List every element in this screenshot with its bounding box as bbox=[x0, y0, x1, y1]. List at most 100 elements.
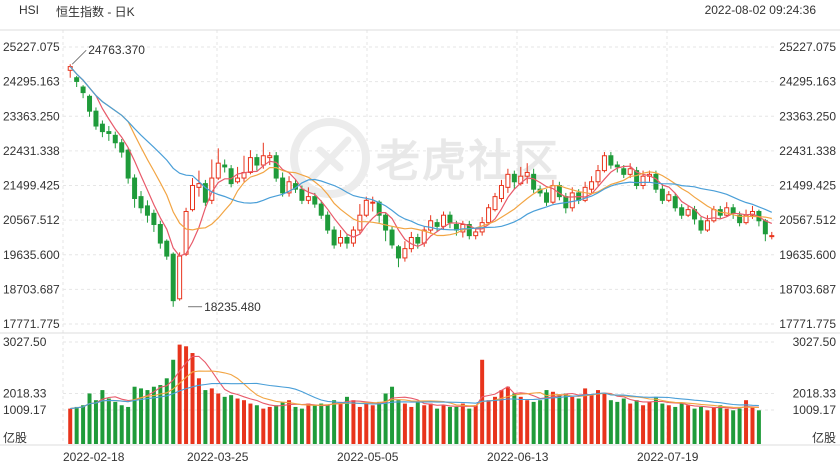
price-axis-label-right: 23363.250 bbox=[779, 109, 836, 123]
volume-axis-label-left: 2018.33 bbox=[3, 387, 47, 401]
volume-bar bbox=[274, 405, 279, 444]
candle-body bbox=[389, 229, 395, 246]
candle-body bbox=[473, 231, 479, 237]
volume-bar bbox=[184, 346, 189, 444]
candle-body bbox=[556, 184, 562, 198]
candle-body bbox=[74, 77, 80, 82]
volume-bar bbox=[190, 353, 195, 444]
candle-body bbox=[608, 155, 614, 166]
candle-body bbox=[589, 181, 595, 190]
price-axis-label-right: 21499.425 bbox=[779, 179, 836, 193]
volume-bar bbox=[396, 400, 401, 444]
price-axis-label-left: 25227.075 bbox=[3, 40, 60, 54]
volume-bar bbox=[81, 405, 86, 444]
volume-bar bbox=[139, 388, 144, 444]
volume-axis-label-left: 1009.17 bbox=[3, 403, 47, 417]
volume-bar bbox=[171, 359, 176, 444]
ma10-line bbox=[69, 66, 772, 237]
watermark-logo-mark bbox=[308, 136, 352, 182]
volume-bar bbox=[576, 398, 581, 444]
volume-bar bbox=[731, 410, 736, 444]
candle-body bbox=[383, 214, 389, 231]
candle-body bbox=[582, 186, 588, 201]
candle-body bbox=[724, 207, 730, 216]
volume-bar bbox=[151, 386, 156, 444]
candle-body bbox=[125, 149, 131, 179]
volume-bar bbox=[563, 393, 568, 444]
candle-body bbox=[434, 222, 440, 227]
volume-bar bbox=[557, 395, 562, 444]
candle-body bbox=[531, 173, 537, 190]
volume-bar bbox=[209, 388, 214, 444]
volume-bar bbox=[299, 408, 304, 444]
candles bbox=[67, 64, 775, 307]
volume-axis-label-left: 3027.50 bbox=[3, 335, 47, 349]
volume-bar bbox=[467, 408, 472, 444]
volume-bar bbox=[666, 405, 671, 444]
candle-body bbox=[737, 214, 743, 224]
candle-body bbox=[544, 192, 550, 203]
candle-body bbox=[569, 192, 575, 209]
candle-body bbox=[672, 196, 678, 209]
candle-body bbox=[685, 209, 691, 216]
candle-body bbox=[157, 223, 163, 244]
vol-ma10-line bbox=[70, 370, 759, 410]
volume-bar bbox=[454, 406, 459, 444]
volume-bar bbox=[570, 396, 575, 444]
volume-bar bbox=[306, 403, 311, 444]
volume-bar bbox=[216, 393, 221, 444]
volume-bar bbox=[698, 406, 703, 444]
candle-body bbox=[466, 223, 472, 237]
volume-bar bbox=[634, 400, 639, 444]
price-axis-label-right: 20567.512 bbox=[779, 213, 836, 227]
volume-bar bbox=[724, 408, 729, 444]
volume-bar bbox=[486, 400, 491, 444]
candle-body bbox=[441, 214, 447, 227]
volume-bar bbox=[499, 390, 504, 444]
candle-body bbox=[524, 171, 530, 177]
volume-axis-label-right: 2018.33 bbox=[793, 387, 837, 401]
volume-bar bbox=[364, 403, 369, 444]
annotations: 24763.370 18235.480 bbox=[71, 43, 261, 314]
volume-bar bbox=[589, 395, 594, 444]
candle-body bbox=[273, 155, 279, 179]
candle-body bbox=[402, 248, 408, 259]
candle-body bbox=[344, 236, 350, 244]
candle-body bbox=[415, 236, 421, 244]
candle-body bbox=[595, 170, 601, 183]
date-axis-label: 2022-03-25 bbox=[187, 450, 249, 464]
candle-body bbox=[614, 164, 620, 168]
candle-body bbox=[144, 205, 150, 216]
volume-moving-averages bbox=[70, 355, 759, 410]
price-axis-label-left: 21499.425 bbox=[3, 179, 60, 193]
candle-body bbox=[395, 246, 401, 259]
volume-bar bbox=[119, 405, 124, 444]
volume-axis-label-left: 亿股 bbox=[3, 430, 27, 445]
candle-body bbox=[601, 155, 607, 172]
volume-bar bbox=[383, 393, 388, 444]
volume-bar bbox=[377, 401, 382, 444]
candle-body bbox=[235, 177, 241, 183]
candle-body bbox=[621, 168, 627, 175]
volume-bar bbox=[615, 401, 620, 444]
candle-body bbox=[486, 207, 492, 224]
volume-bar bbox=[293, 406, 298, 444]
candle-body bbox=[428, 220, 434, 231]
candle-body bbox=[164, 240, 170, 257]
volume-bar bbox=[338, 401, 343, 444]
volume-bar bbox=[402, 403, 407, 444]
volume-bar bbox=[409, 406, 414, 444]
ma20-line bbox=[69, 66, 773, 231]
volume-bar bbox=[692, 408, 697, 444]
candle-body bbox=[177, 255, 183, 300]
candle-body bbox=[112, 134, 118, 144]
timestamp: 2022-08-02 09:24:36 bbox=[704, 3, 816, 17]
volume-bar bbox=[113, 401, 118, 444]
volume-bar bbox=[319, 403, 324, 444]
candle-body bbox=[679, 207, 685, 216]
candle-body bbox=[357, 214, 363, 231]
candle-body bbox=[318, 203, 324, 216]
candle-body bbox=[640, 175, 646, 186]
volume-bar bbox=[705, 410, 710, 444]
